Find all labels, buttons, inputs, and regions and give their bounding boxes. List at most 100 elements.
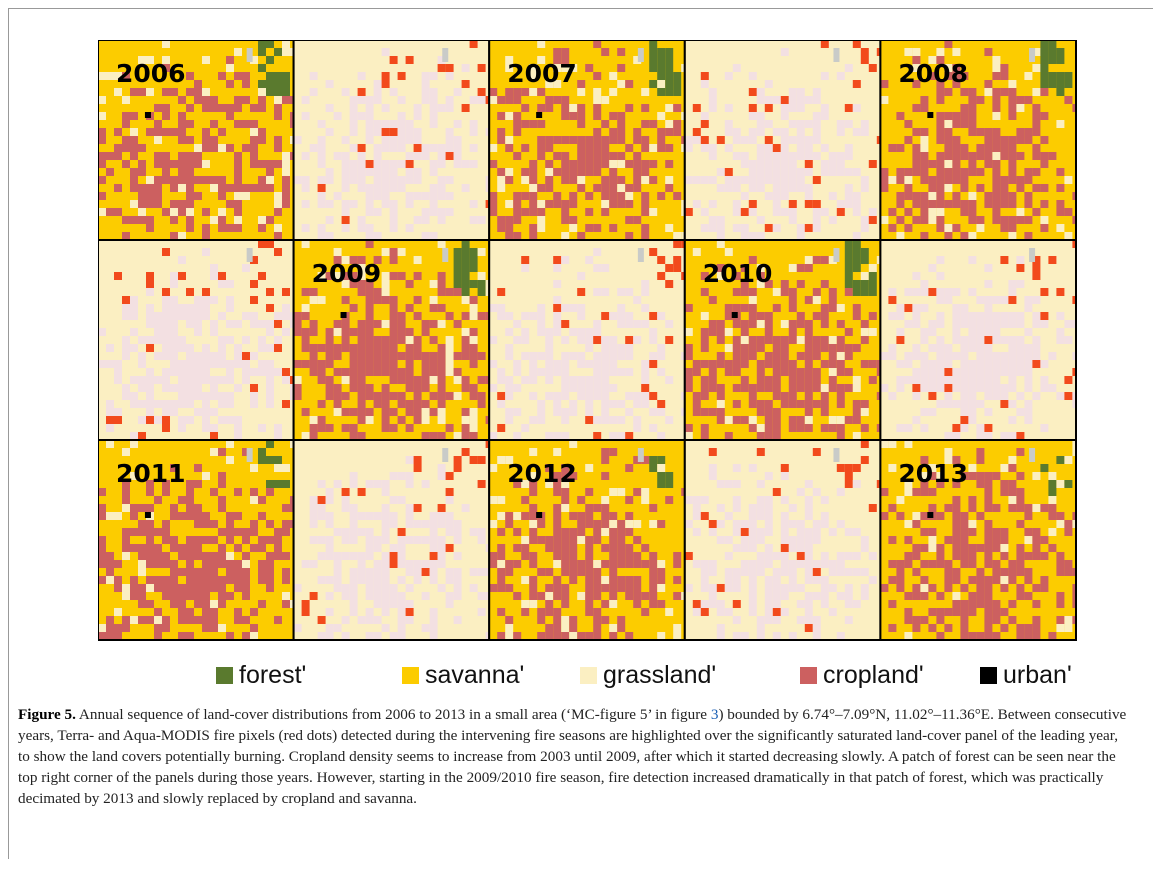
map-pixel [266, 56, 274, 64]
map-pixel [976, 216, 985, 224]
map-pixel [194, 592, 202, 600]
map-pixel [178, 168, 186, 176]
map-pixel [992, 96, 1001, 104]
map-pixel [844, 464, 853, 472]
map-pixel [138, 400, 146, 408]
map-pixel [1024, 136, 1033, 144]
map-pixel [896, 200, 905, 208]
map-pixel [844, 344, 853, 352]
map-pixel [250, 488, 258, 496]
map-pixel [936, 256, 945, 264]
map-pixel [692, 528, 701, 536]
map-pixel [349, 368, 358, 376]
map-pixel [545, 344, 554, 352]
map-pixel [529, 504, 538, 512]
map-pixel [1000, 488, 1009, 496]
map-pixel [960, 104, 969, 112]
map-pixel [405, 600, 414, 608]
map-pixel [708, 600, 717, 608]
map-pixel [617, 64, 626, 72]
map-pixel [984, 160, 993, 168]
map-pixel [242, 552, 250, 560]
map-pixel [952, 400, 961, 408]
map-pixel [162, 352, 170, 360]
map-pixel [836, 392, 845, 400]
map-pixel [952, 536, 961, 544]
map-pixel [178, 376, 186, 384]
figure-link[interactable]: 3 [710, 706, 719, 723]
map-pixel [461, 424, 470, 432]
map-pixel [960, 424, 969, 432]
map-pixel [844, 416, 853, 424]
map-pixel [569, 440, 578, 448]
map-pixel [1040, 576, 1049, 584]
map-pixel [553, 552, 562, 560]
map-pixel [716, 216, 725, 224]
map-pixel [218, 176, 226, 184]
map-pixel [373, 576, 382, 584]
map-pixel [290, 120, 294, 128]
map-pixel [290, 312, 294, 320]
map-pixel [992, 544, 1001, 552]
map-pixel [820, 168, 829, 176]
map-pixel [513, 592, 522, 600]
map-pixel [154, 584, 162, 592]
map-pixel [569, 104, 578, 112]
map-pixel [413, 152, 422, 160]
map-pixel [984, 200, 993, 208]
map-pixel [968, 544, 977, 552]
map-pixel [896, 376, 905, 384]
map-pixel [489, 360, 498, 368]
map-pixel [860, 568, 869, 576]
map-pixel [138, 416, 146, 424]
map-pixel [106, 616, 114, 624]
map-pixel [724, 576, 733, 584]
map-pixel [657, 584, 666, 592]
map-pixel [788, 184, 797, 192]
map-pixel [373, 80, 382, 88]
map-pixel [868, 216, 877, 224]
map-pixel [146, 480, 154, 488]
map-pixel [593, 592, 602, 600]
map-pixel [984, 392, 993, 400]
map-pixel [804, 256, 813, 264]
map-pixel [154, 400, 162, 408]
map-pixel [234, 528, 242, 536]
map-pixel [1000, 392, 1009, 400]
map-pixel [577, 592, 586, 600]
map-pixel [1008, 360, 1017, 368]
map-pixel [553, 472, 562, 480]
map-pixel [692, 248, 701, 256]
map-pixel [561, 336, 570, 344]
map-pixel [437, 512, 446, 520]
map-pixel [561, 352, 570, 360]
map-pixel [537, 216, 546, 224]
map-pixel [1072, 400, 1076, 408]
map-pixel [453, 536, 462, 544]
map-pixel [804, 384, 813, 392]
map-pixel [1016, 280, 1025, 288]
map-pixel [234, 72, 242, 80]
map-pixel [569, 400, 578, 408]
map-pixel [162, 592, 170, 600]
map-pixel [1000, 312, 1009, 320]
map-pixel [860, 456, 869, 464]
map-pixel [421, 320, 430, 328]
map-pixel [170, 408, 178, 416]
map-pixel [405, 176, 414, 184]
map-pixel [349, 512, 358, 520]
map-pixel [309, 536, 318, 544]
legend-item: urban' [980, 661, 1072, 690]
map-pixel [960, 584, 969, 592]
map-pixel [317, 376, 326, 384]
map-pixel [561, 560, 570, 568]
map-pixel [293, 320, 302, 328]
map-pixel [529, 528, 538, 536]
map-pixel [505, 456, 514, 464]
map-pixel [936, 152, 945, 160]
map-pixel [609, 632, 618, 640]
map-pixel [1064, 96, 1073, 104]
map-pixel [968, 608, 977, 616]
map-pixel [186, 352, 194, 360]
map-pixel [912, 312, 921, 320]
